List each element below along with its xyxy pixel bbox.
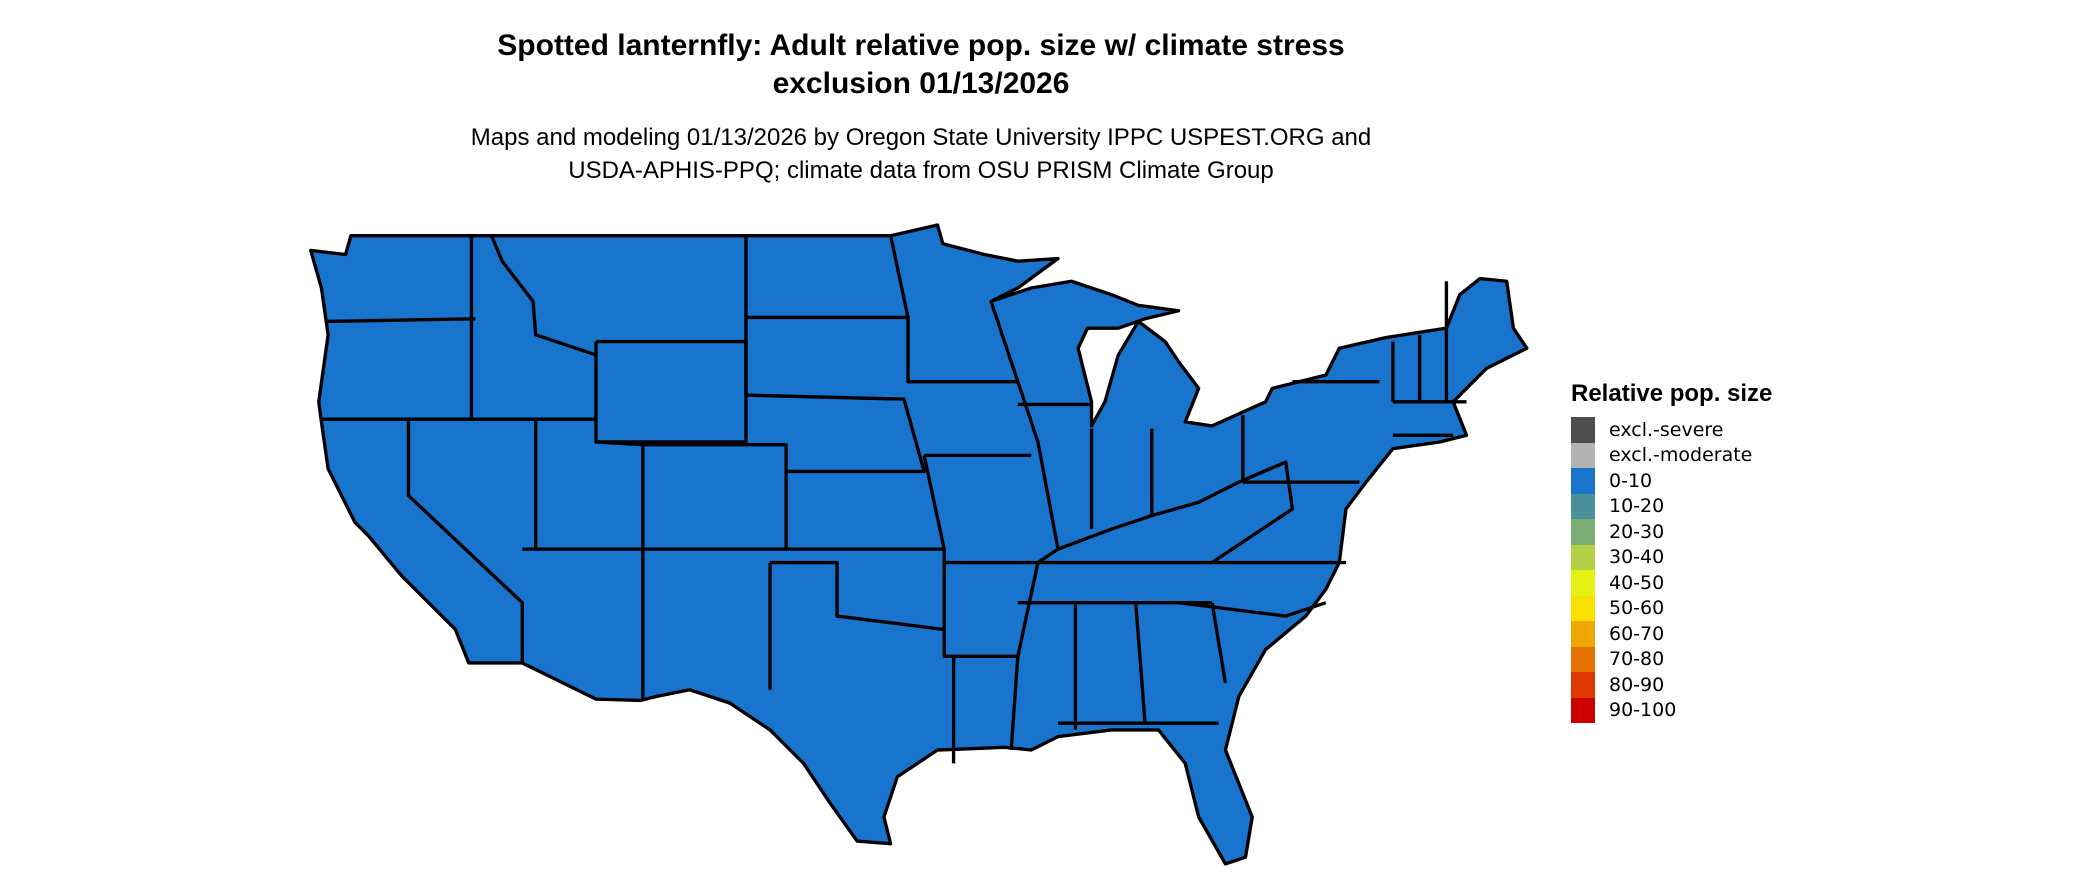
legend-swatch [1571,672,1595,698]
legend: Relative pop. size excl.-severe excl.-mod… [1571,380,1772,723]
legend-item: 10-20 [1571,493,1772,519]
legend-label: excl.-severe [1609,418,1724,441]
legend-item: 40-50 [1571,570,1772,596]
legend-title: Relative pop. size [1571,380,1773,407]
legend-item: 50-60 [1571,595,1772,621]
subtitle-line-2: USDA-APHIS-PPQ; climate data from OSU PR… [568,157,1274,184]
legend-swatch [1571,595,1595,621]
legend-item: 70-80 [1571,646,1772,672]
legend-item: excl.-severe [1571,417,1772,443]
legend-swatch [1571,570,1595,596]
legend-item: 90-100 [1571,697,1772,723]
legend-label: 30-40 [1609,546,1665,569]
legend-item: 80-90 [1571,672,1772,698]
legend-label: excl.-moderate [1609,444,1753,467]
subtitle-line-1: Maps and modeling 01/13/2026 by Oregon S… [470,124,1372,151]
state-boundaries [321,235,1467,764]
legend-label: 80-90 [1609,673,1665,696]
legend-swatch [1571,442,1595,468]
legend-swatch [1571,544,1595,570]
legend-swatch [1571,646,1595,672]
legend-swatch [1571,519,1595,545]
legend-swatch [1571,493,1595,519]
legend-label: 0-10 [1609,469,1653,492]
legend-swatch [1571,621,1595,647]
us-outline [309,223,1529,866]
legend-label: 70-80 [1609,648,1665,671]
legend-label: 40-50 [1609,571,1665,594]
legend-item: 0-10 [1571,468,1772,494]
legend-label: 50-60 [1609,597,1665,620]
legend-label: 60-70 [1609,622,1665,645]
legend-item: 60-70 [1571,621,1772,647]
legend-item: 20-30 [1571,519,1772,545]
legend-item: excl.-moderate [1571,442,1772,468]
title-line-1: Spotted lanternfly: Adult relative pop. … [497,29,1345,62]
legend-label: 20-30 [1609,520,1665,543]
legend-label: 90-100 [1609,699,1677,722]
title-line-2: exclusion 01/13/2026 [772,67,1070,100]
legend-swatch [1571,697,1595,723]
legend-item: 30-40 [1571,544,1772,570]
legend-label: 10-20 [1609,495,1665,518]
legend-swatch [1571,468,1595,494]
legend-swatch [1571,417,1595,443]
